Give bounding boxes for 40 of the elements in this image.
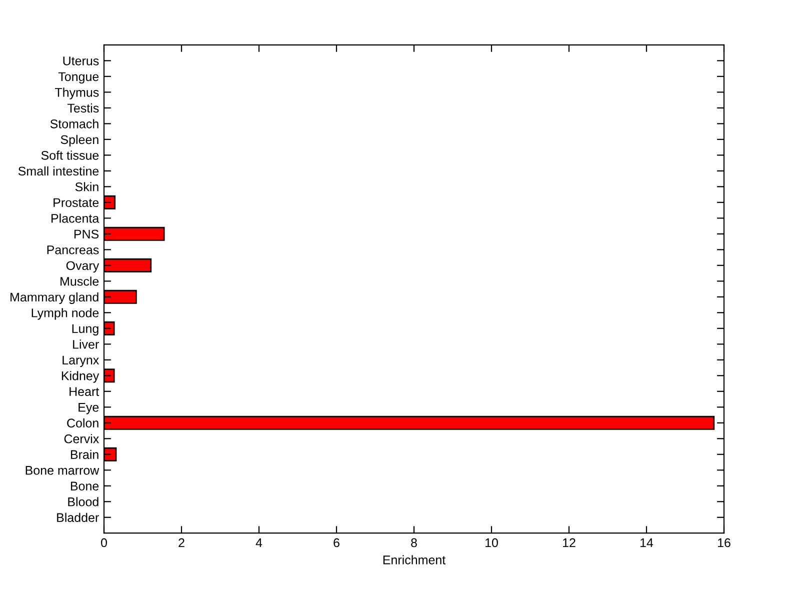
y-tick-label: Eye bbox=[78, 403, 99, 414]
y-tick-label: Liver bbox=[73, 340, 99, 349]
y-tick-label: Skin bbox=[75, 182, 98, 192]
y-tick-label: PNS bbox=[74, 230, 99, 239]
y-tick-label: Cervix bbox=[64, 434, 100, 444]
x-tick-label: 6 bbox=[334, 538, 340, 548]
x-tick-label: 4 bbox=[256, 538, 262, 548]
y-tick-label: Bladder bbox=[57, 512, 99, 522]
y-tick-label: Lymph node bbox=[32, 308, 99, 320]
x-tick-label: 16 bbox=[718, 538, 730, 548]
y-tick-label: Spleen bbox=[60, 134, 98, 147]
y-tick-label: Soft tissue bbox=[41, 150, 99, 160]
y-tick-label: Uterus bbox=[63, 56, 99, 66]
y-tick-label: Stomach bbox=[50, 119, 98, 128]
x-tick-label: 14 bbox=[640, 538, 654, 548]
y-tick-label: Prostate bbox=[54, 198, 99, 208]
y-tick-label: Ovary bbox=[66, 261, 100, 273]
y-tick-label: Thymus bbox=[54, 88, 99, 100]
x-axis-title: Enrichment bbox=[383, 555, 446, 564]
x-tick-label: 12 bbox=[563, 538, 576, 548]
y-tick-label: Placenta bbox=[52, 214, 100, 223]
y-tick-label: Bone marrow bbox=[26, 466, 100, 475]
y-tick-label: Small intestine bbox=[18, 166, 99, 176]
y-tick-label: Brain bbox=[70, 450, 98, 460]
y-tick-label: Colon bbox=[67, 418, 98, 428]
x-tick-label: 2 bbox=[178, 538, 184, 548]
y-tick-label: Testis bbox=[67, 103, 99, 113]
y-tick-label: Lung bbox=[72, 324, 98, 336]
y-tick-label: Muscle bbox=[60, 276, 99, 286]
y-tick-label: Heart bbox=[70, 387, 100, 396]
y-tick-label: Blood bbox=[68, 497, 98, 506]
x-tick-label: 10 bbox=[486, 538, 498, 548]
x-tick-label: 8 bbox=[411, 538, 417, 548]
y-tick-label: Bone bbox=[70, 482, 99, 491]
x-tick-label: 0 bbox=[101, 538, 107, 548]
y-tick-label: Mammary gland bbox=[10, 292, 98, 304]
y-tick-label: Tongue bbox=[58, 72, 99, 84]
y-tick-label: Larynx bbox=[62, 356, 100, 368]
y-tick-label: Pancreas bbox=[47, 246, 99, 254]
y-tick-label: Kidney bbox=[62, 371, 100, 383]
